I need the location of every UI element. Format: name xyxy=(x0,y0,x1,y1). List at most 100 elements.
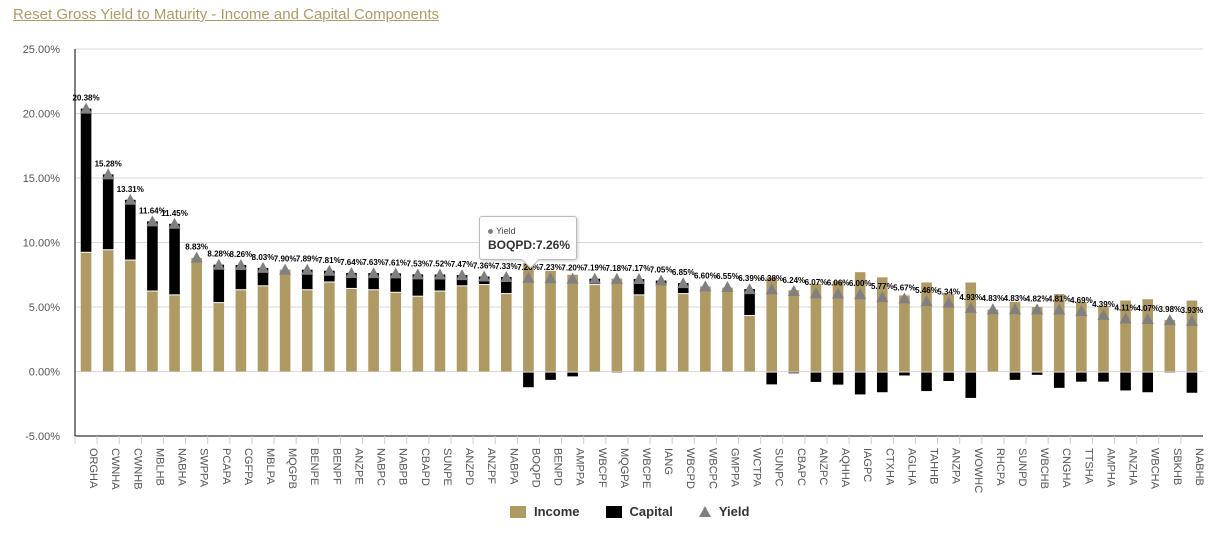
income-bar xyxy=(567,274,578,372)
x-tick-label: BENPD xyxy=(552,448,564,486)
x-tick-label: TAHHB xyxy=(928,448,940,484)
yield-marker xyxy=(677,277,690,289)
income-bar xyxy=(788,290,800,372)
x-tick-label: WBCPE xyxy=(640,448,652,488)
income-bar xyxy=(412,296,424,372)
income-bar xyxy=(1186,300,1198,372)
income-bar xyxy=(434,291,446,372)
x-tick-label: SWPPA xyxy=(198,448,210,488)
income-bar xyxy=(500,294,512,372)
y-tick-label: 15.00% xyxy=(23,173,61,185)
x-tick-label: SUNPD xyxy=(1016,448,1028,487)
x-tick-label: SUNPC xyxy=(773,448,785,487)
capital-bar xyxy=(235,264,247,290)
yield-marker xyxy=(522,271,535,283)
capital-bar xyxy=(368,273,379,290)
capital-bar xyxy=(1031,372,1043,375)
legend-item-yield[interactable]: Yield xyxy=(698,504,750,519)
x-tick-label: MBLPA xyxy=(264,448,276,485)
income-bar xyxy=(1053,294,1065,372)
bars-group xyxy=(80,108,1198,398)
yield-marker xyxy=(610,272,623,284)
x-tick-label: MQGPA xyxy=(618,448,630,489)
chart-title-link[interactable]: Reset Gross Yield to Maturity - Income a… xyxy=(13,6,440,23)
yield-marker xyxy=(1075,304,1088,316)
yield-marker xyxy=(1053,303,1066,315)
y-tick-label: 25.00% xyxy=(23,44,61,56)
yield-marker xyxy=(367,267,380,279)
income-bar xyxy=(80,252,92,372)
capital-bar xyxy=(899,372,910,376)
yield-marker xyxy=(986,303,999,315)
x-tick-label: CBAPC xyxy=(795,448,807,486)
yield-marker xyxy=(699,280,712,292)
yield-marker xyxy=(544,272,557,284)
x-tick-label: BOQPD xyxy=(529,448,541,488)
x-tick-label: WOWHC xyxy=(972,448,984,493)
capital-bar xyxy=(1186,372,1198,393)
capital-bar xyxy=(169,223,180,295)
yield-marker xyxy=(1097,308,1110,320)
capital-bar xyxy=(257,267,269,286)
x-tick-label: NABPA xyxy=(507,448,519,485)
yield-data-label: 5.77% xyxy=(871,282,894,291)
capital-bar xyxy=(346,272,357,288)
x-tick-label: CGFPA xyxy=(242,448,254,486)
capital-bar xyxy=(766,372,778,385)
yield-marker xyxy=(655,274,668,286)
capital-bar xyxy=(1120,372,1131,391)
yield-data-label: 7.61% xyxy=(384,258,407,267)
income-bar xyxy=(523,263,534,372)
x-tick-label: ANZPF xyxy=(485,448,497,484)
yield-data-label: 6.07% xyxy=(805,278,828,287)
capital-bar xyxy=(1076,372,1087,382)
yield-data-label: 11.45% xyxy=(161,209,188,218)
yield-data-label: 7.52% xyxy=(429,259,452,268)
income-bar xyxy=(1009,301,1021,372)
legend-item-income[interactable]: Income xyxy=(510,504,580,519)
yield-marker xyxy=(942,296,955,308)
capital-bar xyxy=(456,275,468,286)
yield-marker xyxy=(1031,303,1044,315)
income-bar xyxy=(545,270,556,372)
x-tick-label: AGLHA xyxy=(905,448,917,486)
x-tick-label: CBAPD xyxy=(419,448,431,486)
yield-marker xyxy=(478,270,491,282)
yield-data-label: 13.31% xyxy=(117,185,144,194)
income-bar xyxy=(611,278,623,372)
yield-marker xyxy=(1009,303,1021,315)
yield-marker xyxy=(433,268,446,280)
capital-bar xyxy=(102,174,114,250)
capital-bar xyxy=(788,372,800,374)
yield-marker xyxy=(279,263,292,275)
x-tick-label: WBCHA xyxy=(1149,448,1161,490)
x-tick-label: AMPPA xyxy=(574,448,586,486)
income-bar xyxy=(478,285,490,372)
legend-label-capital: Capital xyxy=(629,504,673,519)
income-bar xyxy=(1098,305,1109,372)
x-tick-label: CTXHA xyxy=(883,448,895,486)
capital-bar xyxy=(876,372,888,393)
legend-label-yield: Yield xyxy=(718,504,750,519)
tooltip-value: BOQPD:7.26% xyxy=(488,238,571,252)
yield-marker xyxy=(809,287,822,299)
income-bar xyxy=(832,281,844,372)
y-tick-label: -5.00% xyxy=(25,431,60,443)
income-swatch-icon xyxy=(510,505,526,518)
yield-marker xyxy=(566,272,579,284)
yield-data-label: 7.53% xyxy=(406,259,429,268)
yield-data-label: 8.28% xyxy=(207,250,230,259)
yield-markers-group: 20.38% 15.28% 13.31% 11.64%11.45% 8.83%8.28%… xyxy=(72,94,1203,326)
x-tick-label: PCAPA xyxy=(220,448,232,485)
yield-tooltip: Yield BOQPD:7.26% xyxy=(479,216,577,269)
yield-data-label: 4.83% xyxy=(982,294,1005,303)
legend-item-capital[interactable]: Capital xyxy=(605,504,673,519)
x-tick-label: WBCHB xyxy=(1038,448,1050,489)
income-bar xyxy=(235,290,247,372)
yield-marker xyxy=(411,268,424,280)
x-tick-label: BENPE xyxy=(308,448,320,485)
yield-data-label: 7.20% xyxy=(561,264,584,273)
income-bar xyxy=(766,277,778,372)
yield-marker xyxy=(323,264,336,276)
yield-data-label: 7.33% xyxy=(495,262,518,271)
